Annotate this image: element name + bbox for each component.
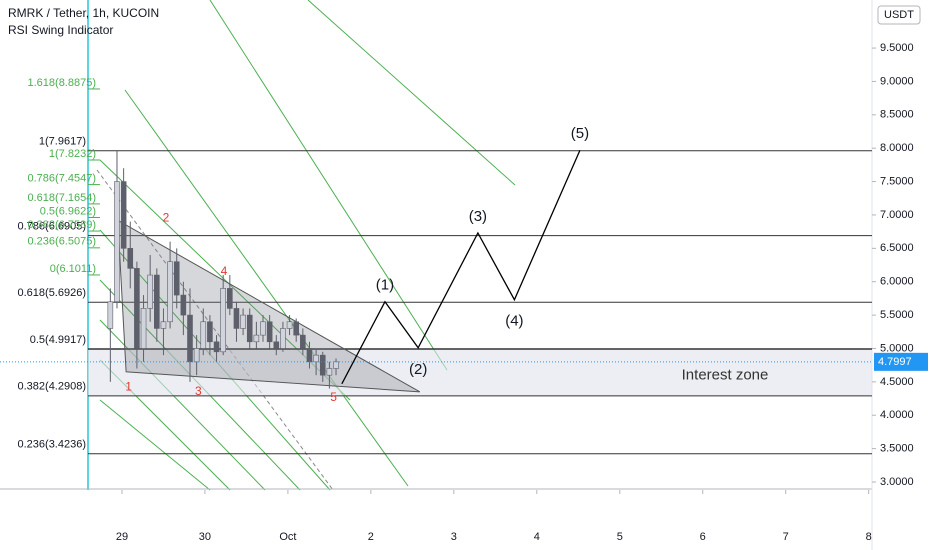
fib-short-label: 1.618(8.8875) — [28, 77, 97, 89]
fib-short-label: 0.382(6.7589) — [28, 219, 97, 231]
candle-body — [213, 341, 220, 353]
candle-body — [319, 354, 326, 376]
unit-button[interactable] — [877, 5, 921, 25]
fib-short-label: 0.236(6.5075) — [28, 236, 97, 248]
fib-label: 0.236(3.4236) — [18, 439, 87, 451]
x-tick-label: 8 — [866, 531, 872, 543]
last-price-box — [874, 352, 928, 371]
candle-body — [187, 314, 193, 363]
x-tick-label: 30 — [199, 531, 211, 543]
y-tick-label: 4.5000 — [880, 376, 914, 388]
fib-short-label: 0.786(7.4547) — [28, 173, 97, 185]
candle-body — [220, 288, 226, 353]
candle-body — [233, 308, 240, 329]
fib-label: 0.5(4.9917) — [30, 334, 86, 346]
candle-body — [154, 274, 160, 329]
candle-body — [313, 354, 319, 363]
y-tick-label: 4.0000 — [880, 409, 914, 421]
candle-body — [134, 268, 140, 349]
wave-label: (3) — [469, 208, 487, 225]
candle-body — [227, 288, 233, 309]
y-tick-label: 5.0000 — [880, 342, 914, 354]
candle-body — [240, 314, 246, 329]
fib-label: 0.786(6.6905) — [18, 221, 87, 233]
fib-short-label: 0.5(6.9622) — [40, 205, 96, 217]
candle-body — [246, 314, 253, 343]
y-tick-label: 7.0000 — [880, 209, 914, 221]
candle-body — [280, 328, 286, 349]
candle-body — [193, 348, 200, 363]
y-tick-label: 5.5000 — [880, 309, 914, 321]
candle-body — [173, 261, 180, 296]
candle-body — [207, 321, 213, 343]
y-tick-label: 8.5000 — [880, 109, 914, 121]
candle-body — [200, 321, 207, 349]
last-price-label: 4.7997 — [878, 356, 912, 368]
candle-body — [160, 321, 167, 329]
x-tick-label: 4 — [534, 531, 540, 543]
x-tick-label: 2 — [368, 531, 374, 543]
candle-body — [140, 308, 147, 349]
candle-body — [114, 181, 120, 303]
pivot-label: 5 — [330, 390, 337, 404]
candle-body — [300, 334, 306, 349]
channel-line — [209, 0, 448, 371]
y-tick-label: 9.0000 — [880, 75, 914, 87]
candle-body — [293, 321, 299, 336]
candle-body — [306, 348, 313, 363]
chart-title: RMRK / Tether, 1h, KUCOIN — [8, 6, 159, 20]
candle-body — [286, 321, 293, 329]
wave-label: (2) — [409, 361, 427, 378]
x-tick-label: 5 — [617, 531, 623, 543]
unit-label[interactable]: USDT — [884, 9, 914, 21]
y-tick-label: 3.5000 — [880, 443, 914, 455]
pivot-label: 1 — [125, 379, 132, 393]
pivot-label: 4 — [221, 264, 228, 278]
candle-body — [260, 321, 266, 336]
subtitle: RSI Swing Indicator — [8, 23, 113, 37]
fib-label: 0.382(4.2908) — [18, 381, 87, 393]
wave-label: (5) — [571, 125, 589, 142]
fib-label: 1(7.9617) — [39, 136, 86, 148]
fib-short-label: 0(6.1011) — [50, 263, 96, 275]
x-tick-label: 29 — [116, 531, 128, 543]
fib-short-label: 1(7.8232) — [49, 148, 96, 160]
wave-line — [341, 149, 581, 385]
candle-body — [180, 294, 187, 316]
pivot-label: 3 — [195, 384, 202, 398]
interest-zone — [88, 349, 872, 396]
y-tick-label: 8.0000 — [880, 142, 914, 154]
x-tick-label: Oct — [279, 531, 296, 543]
pivot-label: 2 — [163, 210, 170, 224]
x-tick-label: 3 — [451, 531, 457, 543]
fib-label: 0.618(5.6926) — [18, 287, 87, 299]
channel-line — [307, 0, 516, 186]
candle-body — [326, 368, 333, 376]
wave-label: (1) — [376, 277, 394, 294]
channel-line — [99, 399, 211, 491]
triangle — [117, 219, 421, 393]
fib-short-label: 0.618(7.1654) — [28, 192, 97, 204]
x-tick-label: 7 — [783, 531, 789, 543]
candle-body — [127, 248, 134, 269]
candle-body — [167, 261, 173, 323]
candle-body — [266, 321, 273, 343]
zone-label: Interest zone — [682, 366, 769, 383]
candle-body — [273, 341, 280, 349]
x-tick-label: 6 — [700, 531, 706, 543]
candle-body — [120, 181, 127, 249]
candle-body — [147, 274, 153, 309]
y-tick-label: 6.0000 — [880, 276, 914, 288]
candle-body — [107, 301, 114, 329]
channel-line — [124, 89, 409, 487]
y-tick-label: 7.5000 — [880, 175, 914, 187]
y-tick-label: 6.5000 — [880, 242, 914, 254]
y-tick-label: 3.0000 — [880, 476, 914, 488]
candle-body — [253, 334, 260, 343]
channel-line — [96, 169, 334, 491]
y-tick-label: 9.5000 — [880, 42, 914, 54]
wave-label: (4) — [505, 313, 523, 330]
candle-body — [333, 361, 339, 369]
